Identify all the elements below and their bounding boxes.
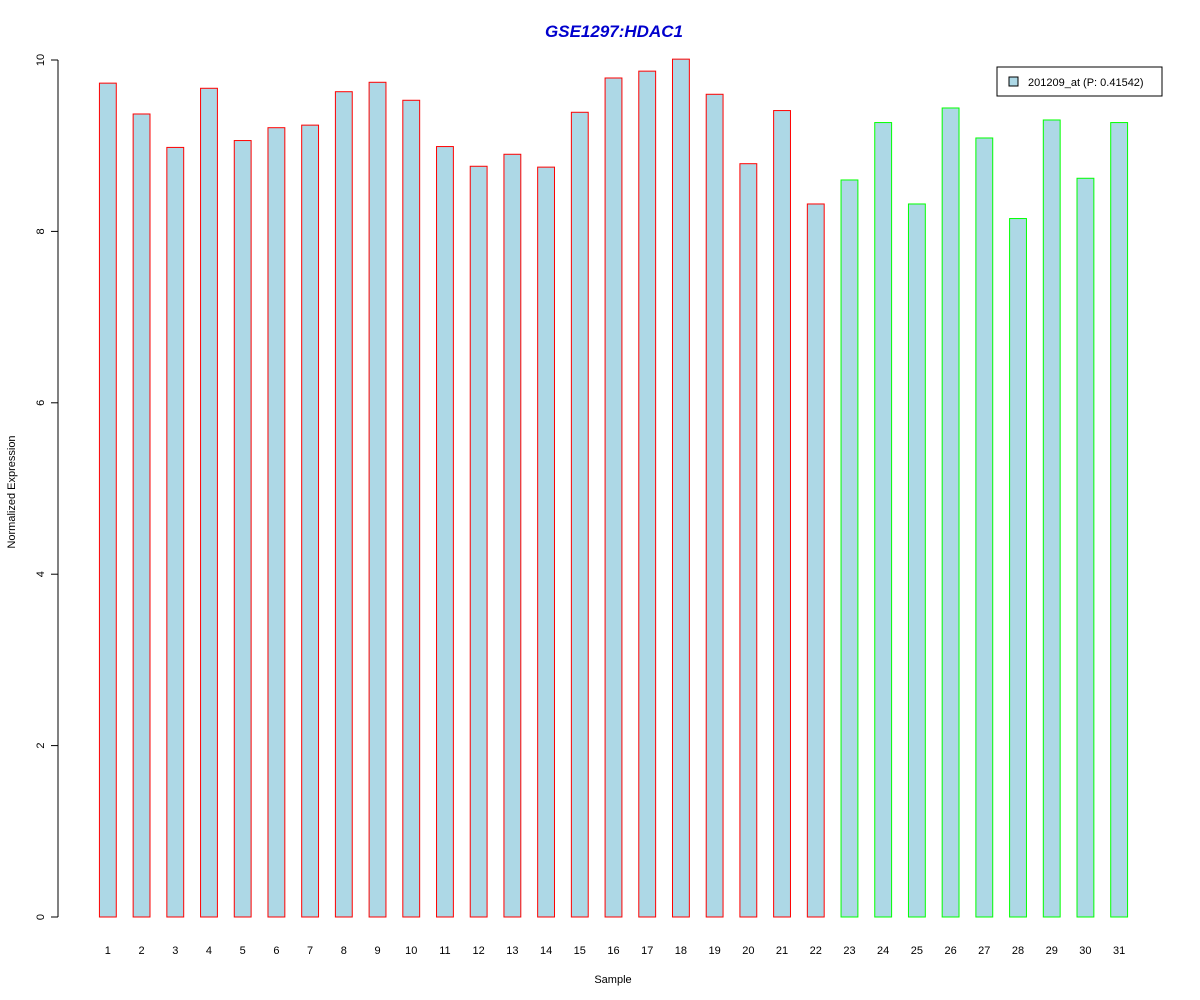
bar-sample-20 [739, 163, 758, 918]
x-axis-label: Sample [594, 974, 631, 986]
x-tick-label: 24 [877, 945, 889, 957]
bar-sample-12 [469, 165, 488, 918]
x-tick-label: 1 [105, 945, 111, 957]
x-tick-label: 18 [675, 945, 687, 957]
chart-title: GSE1297:HDAC1 [545, 22, 683, 41]
bar-sample-2 [132, 113, 151, 918]
bars [98, 58, 1129, 918]
bar-sample-17 [638, 70, 657, 918]
bar-sample-7 [301, 124, 320, 918]
bar-sample-23 [840, 179, 859, 918]
bar-sample-21 [773, 110, 791, 918]
bar-sample-18 [671, 58, 690, 918]
y-tick-label: 10 [35, 54, 47, 66]
legend: 201209_at (P: 0.41542) [996, 66, 1163, 97]
x-tick-label: 25 [911, 945, 923, 957]
y-tick-label: 0 [35, 914, 47, 920]
x-tick-label: 19 [709, 945, 721, 957]
x-tick-label: 3 [172, 945, 178, 957]
bar-sample-8 [334, 91, 353, 918]
bar-sample-25 [907, 203, 926, 918]
bar-sample-1 [98, 82, 117, 918]
legend-box [996, 66, 1163, 97]
x-tick-label: 26 [944, 945, 956, 957]
bar-sample-13 [503, 153, 522, 918]
x-tick-label: 10 [405, 945, 417, 957]
bar-sample-27 [975, 137, 994, 918]
legend-swatch [1008, 76, 1019, 87]
x-tick-label: 5 [240, 945, 246, 957]
bar-sample-28 [1009, 218, 1027, 918]
x-tick-label: 2 [139, 945, 145, 957]
bar-sample-6 [267, 127, 286, 918]
bar-sample-11 [436, 146, 454, 918]
y-axis-label: Normalized Expression [6, 435, 18, 548]
x-tick-label: 29 [1046, 945, 1058, 957]
bar-sample-15 [570, 111, 589, 918]
x-tick-label: 12 [473, 945, 485, 957]
bar-sample-4 [200, 87, 218, 918]
bar-sample-9 [368, 81, 387, 918]
x-tick-label: 28 [1012, 945, 1024, 957]
bar-sample-24 [874, 122, 893, 918]
x-tick-label: 30 [1079, 945, 1091, 957]
bar-sample-30 [1076, 177, 1095, 918]
x-tick-label: 23 [843, 945, 855, 957]
bar-sample-3 [166, 146, 185, 918]
x-tick-label: 6 [273, 945, 279, 957]
x-tick-label: 31 [1113, 945, 1125, 957]
x-tick-label: 15 [574, 945, 586, 957]
x-tick-label: 8 [341, 945, 347, 957]
y-tick-label: 4 [35, 571, 47, 577]
bar-sample-31 [1110, 122, 1129, 918]
bar-sample-5 [233, 140, 252, 918]
x-tick-label: 20 [742, 945, 754, 957]
bar-sample-16 [604, 77, 623, 918]
bar-sample-26 [941, 107, 960, 918]
x-tick-label: 21 [776, 945, 788, 957]
x-tick-label: 9 [374, 945, 380, 957]
y-tick-label: 8 [35, 228, 47, 234]
x-tick-label: 4 [206, 945, 212, 957]
x-tick-label: 11 [439, 945, 450, 957]
x-tick-label: 14 [540, 945, 552, 957]
legend-label: 201209_at (P: 0.41542) [1028, 77, 1144, 89]
bar-sample-22 [806, 203, 825, 918]
x-tick-label: 7 [307, 945, 313, 957]
bar-sample-19 [705, 93, 724, 918]
y-ticks: 0 2 4 6 8 10 [35, 54, 58, 920]
x-tick-label: 13 [506, 945, 518, 957]
bar-sample-10 [402, 99, 421, 918]
bar-sample-29 [1042, 119, 1061, 918]
x-tick-label: 16 [607, 945, 619, 957]
x-tick-label: 17 [641, 945, 653, 957]
x-tick-label: 22 [810, 945, 822, 957]
bar-sample-14 [537, 166, 556, 918]
y-tick-label: 2 [35, 743, 47, 749]
y-tick-label: 6 [35, 400, 47, 406]
x-tick-labels: 1 2 3 4 5 6 7 8 9 10 11 12 13 14 15 16 17 18 19 20 21 22 23 24 2… [105, 945, 1125, 957]
x-tick-label: 27 [978, 945, 990, 957]
